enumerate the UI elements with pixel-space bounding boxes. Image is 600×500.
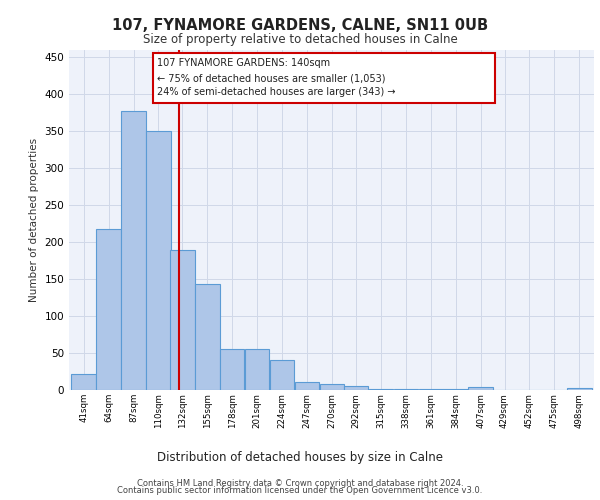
FancyBboxPatch shape <box>152 53 495 103</box>
Bar <box>320 384 344 390</box>
Text: Size of property relative to detached houses in Calne: Size of property relative to detached ho… <box>143 32 457 46</box>
Text: 107 FYNAMORE GARDENS: 140sqm: 107 FYNAMORE GARDENS: 140sqm <box>157 58 330 68</box>
Bar <box>567 388 592 390</box>
Bar <box>469 387 493 390</box>
Text: Contains HM Land Registry data © Crown copyright and database right 2024.: Contains HM Land Registry data © Crown c… <box>137 478 463 488</box>
Bar <box>220 350 244 390</box>
Bar <box>71 374 96 390</box>
Bar <box>270 360 295 390</box>
Text: 24% of semi-detached houses are larger (343) →: 24% of semi-detached houses are larger (… <box>157 87 395 97</box>
Bar <box>368 388 393 390</box>
Text: ← 75% of detached houses are smaller (1,053): ← 75% of detached houses are smaller (1,… <box>157 73 385 83</box>
Bar <box>195 284 220 390</box>
Bar <box>146 132 170 390</box>
Bar <box>295 382 319 390</box>
Bar <box>97 229 121 390</box>
Bar <box>245 350 269 390</box>
Bar <box>170 250 194 390</box>
Text: 107, FYNAMORE GARDENS, CALNE, SN11 0UB: 107, FYNAMORE GARDENS, CALNE, SN11 0UB <box>112 18 488 32</box>
Y-axis label: Number of detached properties: Number of detached properties <box>29 138 39 302</box>
Bar <box>344 386 368 390</box>
Text: Contains public sector information licensed under the Open Government Licence v3: Contains public sector information licen… <box>118 486 482 495</box>
Text: Distribution of detached houses by size in Calne: Distribution of detached houses by size … <box>157 451 443 464</box>
Bar <box>121 110 146 390</box>
Bar <box>394 388 418 390</box>
